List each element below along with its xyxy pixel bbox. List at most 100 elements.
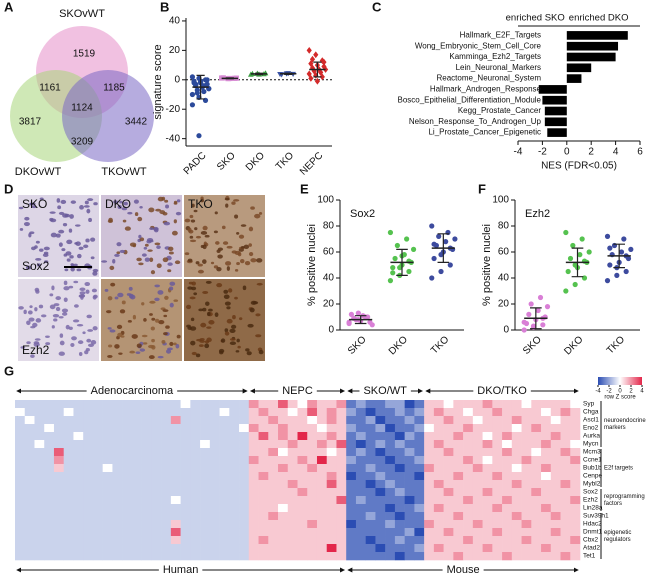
venn-count: 1161 [39, 83, 61, 94]
nucleus [27, 310, 33, 315]
dot [628, 246, 634, 252]
heatmap-cell [287, 520, 298, 529]
heatmap-cell [248, 552, 259, 561]
heatmap-cell [34, 552, 45, 561]
heatmap-cell [44, 416, 55, 425]
heatmap-cell [239, 440, 250, 449]
heatmap-cell [258, 400, 269, 409]
heatmap-cell [433, 400, 444, 409]
heatmap-cell [375, 528, 386, 537]
heatmap-cell [170, 448, 181, 457]
heatmap-cell [472, 504, 483, 513]
heatmap-cell [53, 440, 65, 449]
colorbar-tick-label: -2 [606, 389, 612, 395]
heatmap-cell [541, 456, 552, 465]
heatmap-cell [268, 520, 279, 529]
nucleus [18, 306, 24, 310]
nucleus [55, 296, 62, 301]
heatmap-cell [73, 552, 84, 561]
heatmap-cell [316, 472, 328, 481]
nucleus [195, 353, 201, 358]
heatmap-cell [531, 552, 542, 561]
heatmap-cell [541, 536, 552, 545]
heatmap-cell [73, 408, 84, 417]
nucleus [164, 295, 169, 300]
bar [542, 95, 567, 105]
gene-label: Sox2 [583, 489, 598, 496]
heatmap-cell [151, 456, 162, 465]
nucleus [112, 258, 116, 264]
dot [579, 236, 585, 242]
nucleus [109, 265, 115, 271]
heatmap-cell [190, 496, 201, 505]
heatmap-cell [63, 552, 74, 561]
heatmap-cell [560, 440, 571, 449]
heatmap-cell [502, 432, 513, 441]
heatmap-cell [151, 536, 162, 545]
heatmap-cell [307, 456, 318, 465]
heatmap-cell [443, 504, 454, 513]
nucleus [119, 309, 126, 314]
heatmap-cell [122, 480, 133, 489]
heatmap-cell [443, 416, 454, 425]
heatmap-cell [472, 408, 483, 417]
heatmap-cell [482, 528, 493, 537]
heatmap-cell [424, 512, 435, 521]
heatmap-cell [248, 544, 259, 553]
heatmap-cell [248, 400, 259, 409]
heatmap-cell [83, 520, 94, 529]
nucleus [83, 205, 90, 208]
heatmap-cell [209, 440, 220, 449]
nuclei [101, 196, 182, 275]
heatmap-cell [355, 456, 366, 465]
x-tick-label: NEPC [298, 150, 325, 177]
heatmap-cell [463, 480, 474, 489]
heatmap-cell [112, 480, 123, 489]
heatmap-cell [131, 432, 142, 441]
heatmap-cell [521, 408, 532, 417]
heatmap-cell [24, 528, 35, 537]
nucleus [70, 263, 75, 267]
heatmap-cell [151, 488, 162, 497]
heatmap-cell [307, 520, 318, 529]
nucleus [237, 345, 241, 349]
x-tick-label: -2 [538, 147, 547, 158]
nucleus [186, 304, 192, 310]
nucleus [139, 348, 146, 352]
heatmap-cell [394, 480, 405, 489]
heatmap-cell [83, 504, 94, 513]
heatmap-cell [307, 440, 318, 449]
heatmap-cell [63, 400, 74, 409]
heatmap-cell [307, 480, 318, 489]
nucleus [166, 349, 172, 354]
heatmap-cell [326, 520, 337, 529]
heatmap-cell [200, 528, 211, 537]
heatmap-cell [492, 520, 503, 529]
heatmap-cell [365, 528, 376, 537]
heatmap-cell [239, 400, 250, 409]
heatmap-cell [170, 480, 181, 489]
heatmap-cell [34, 480, 45, 489]
heatmap-cell [355, 552, 366, 561]
heatmap-cell [141, 480, 152, 489]
nucleus [254, 213, 261, 219]
heatmap-cell [385, 520, 396, 529]
heatmap-cell [268, 416, 279, 425]
heatmap-cell [258, 536, 269, 545]
bar [566, 63, 592, 73]
heatmap-cell [73, 456, 84, 465]
heatmap-cell [151, 472, 162, 481]
heatmap-cell [511, 536, 522, 545]
heatmap-cell [404, 496, 415, 505]
y-tick-label: 80 [498, 221, 510, 232]
nucleus [123, 201, 128, 206]
heatmap-cell [161, 416, 172, 425]
heatmap-cell [336, 512, 347, 521]
heatmap-cell [385, 456, 396, 465]
heatmap-cell [385, 480, 396, 489]
nucleus [129, 294, 136, 300]
heatmap-cell [482, 520, 493, 529]
nucleus [77, 340, 84, 345]
x-tick-label: TKO [605, 334, 627, 356]
nucleus [135, 351, 141, 354]
